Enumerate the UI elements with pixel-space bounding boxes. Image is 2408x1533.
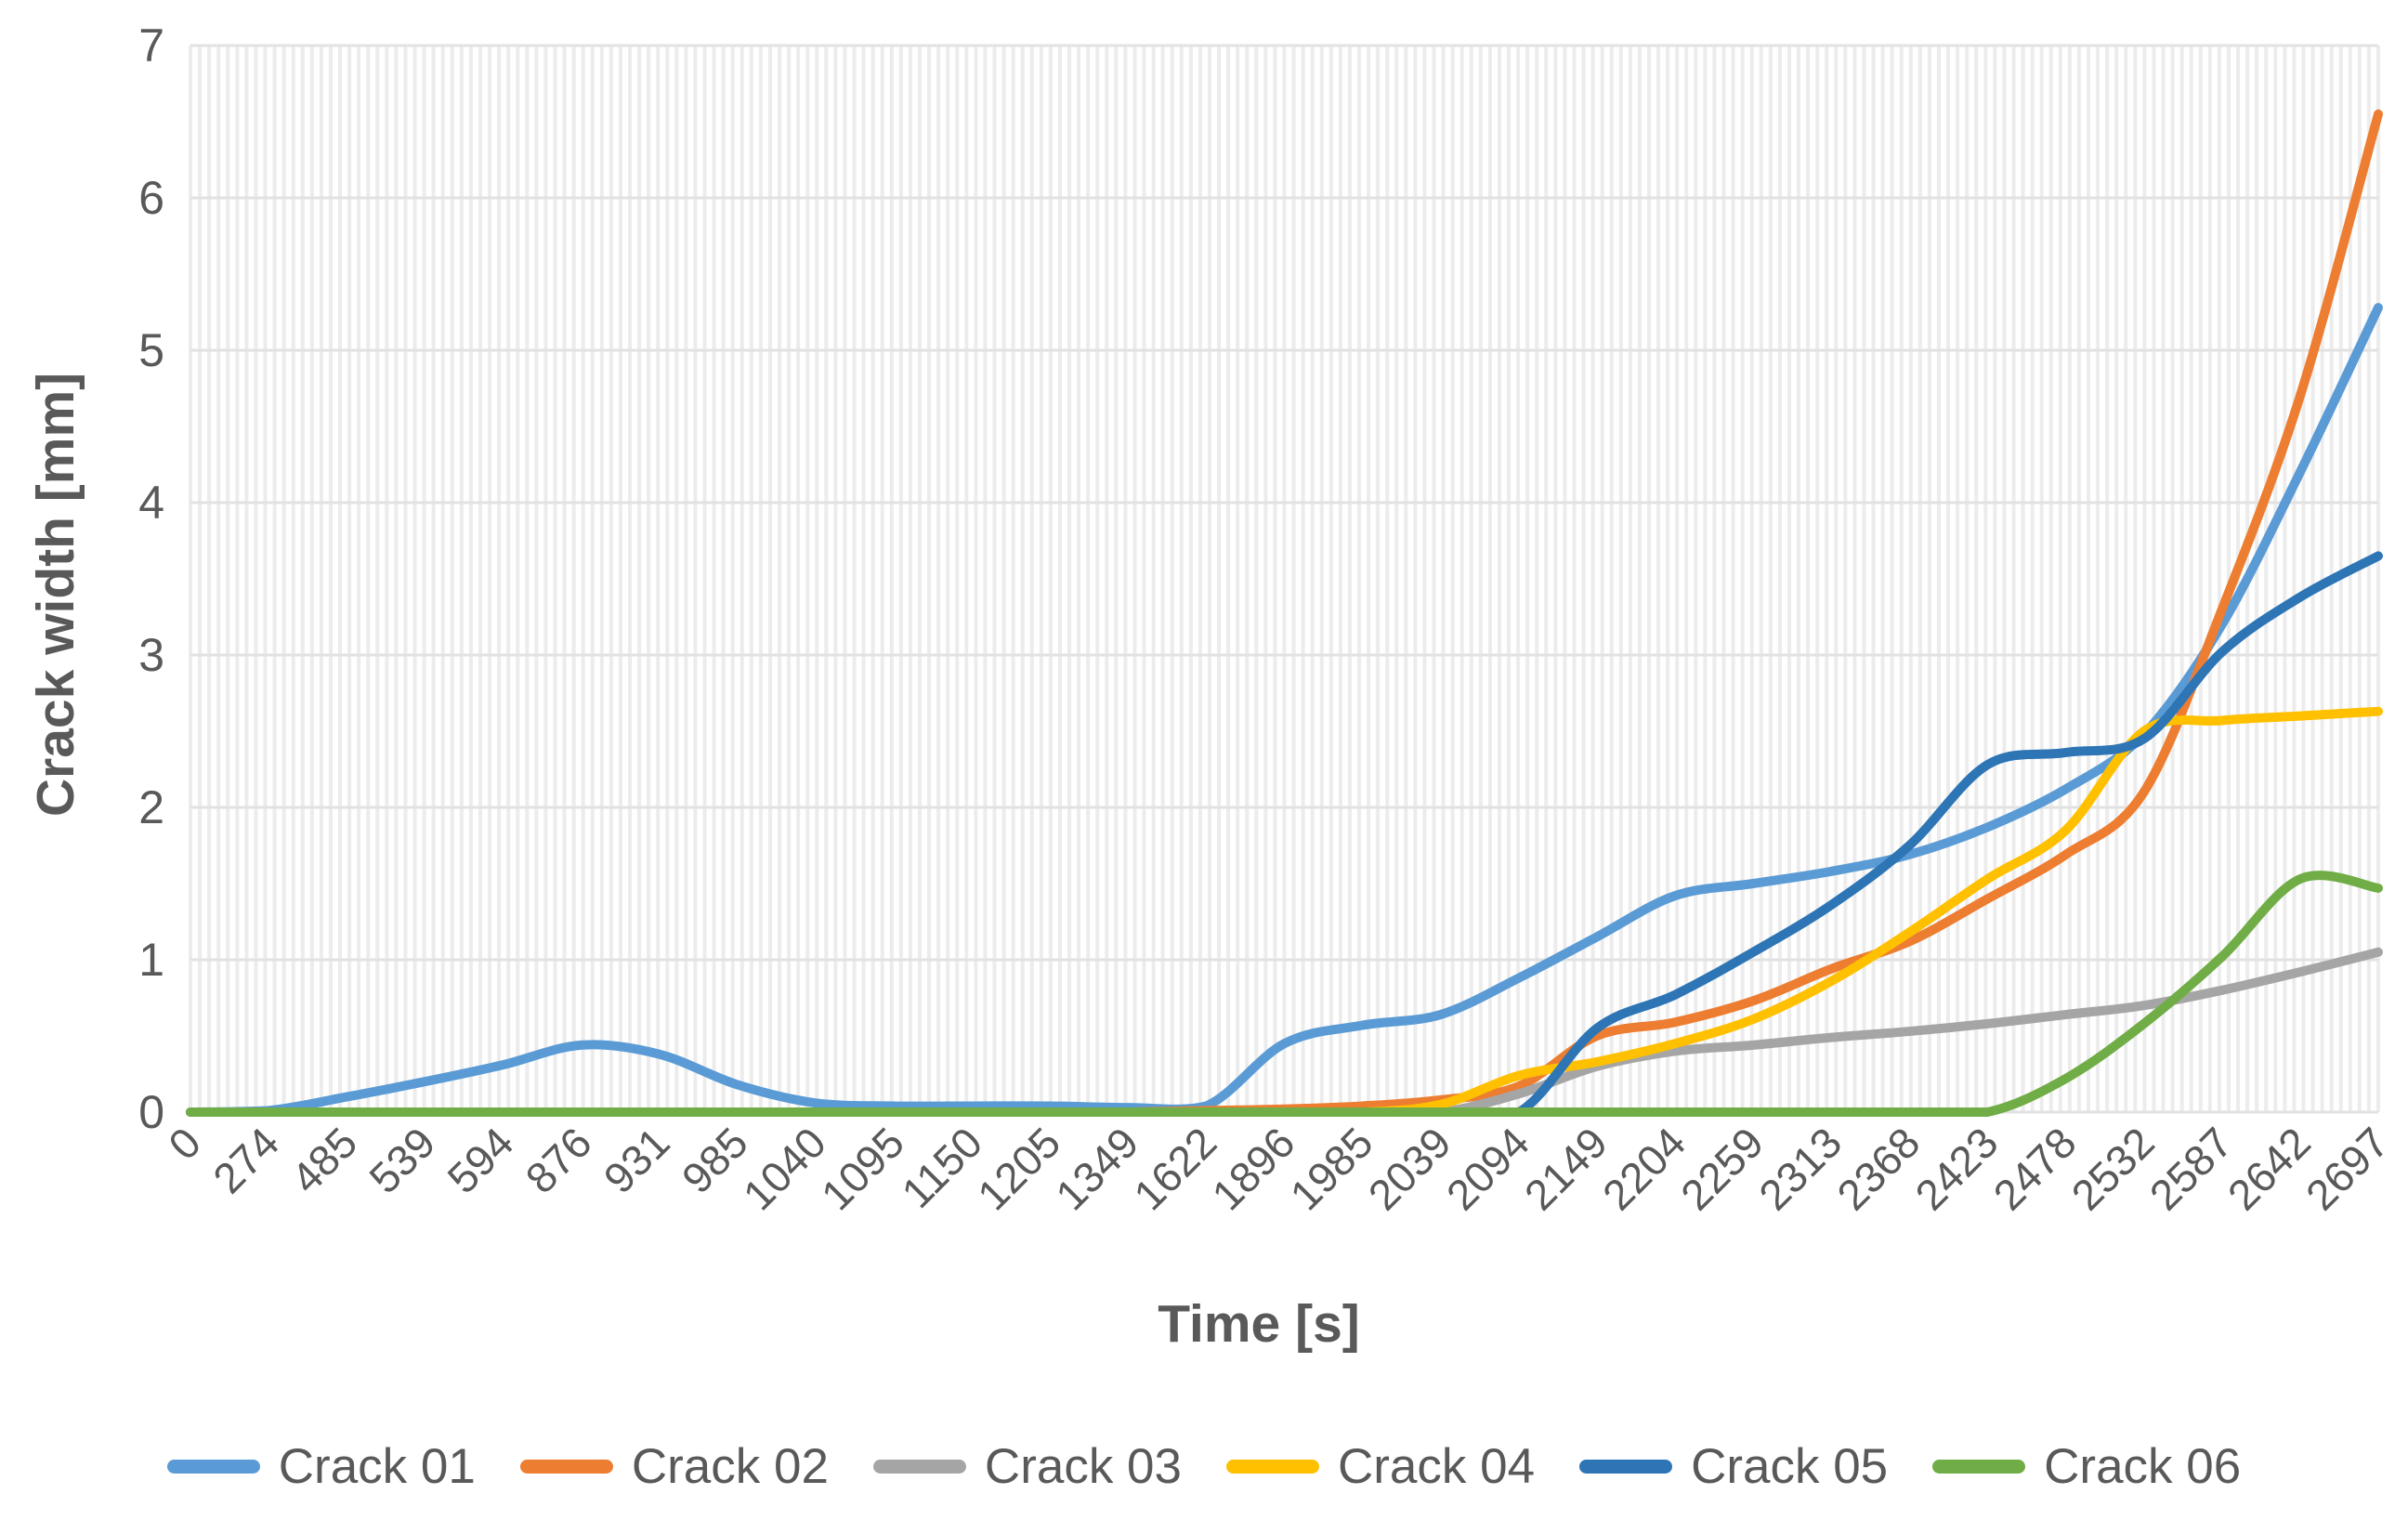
y-tick-label: 0 [138,1086,164,1138]
x-tick-label: 2478 [1984,1118,2086,1219]
series-line-crack-06 [186,871,2383,1118]
x-tick-label: 0 [159,1118,210,1169]
x-tick-label: 1150 [892,1118,991,1217]
x-tick-label: 1040 [734,1118,835,1219]
x-tick-label: 1622 [1124,1118,1225,1219]
legend-label: Crack 06 [2044,1439,2242,1494]
x-tick-label: 539 [360,1118,444,1202]
x-tick-label: 1095 [812,1118,913,1219]
x-tick-label: 274 [203,1118,288,1202]
legend-item-crack-02: Crack 02 [519,1438,829,1495]
y-tick-label: 5 [138,324,164,376]
y-tick-label: 7 [138,20,164,72]
y-axis-title: Crack width [mm] [26,372,85,818]
y-tick-label: 6 [138,172,164,224]
y-tick-label: 4 [138,477,164,529]
x-tick-label: 931 [595,1118,679,1202]
legend-item-crack-06: Crack 06 [1932,1438,2241,1495]
y-tick-label: 2 [138,781,164,833]
x-tick-label: 1205 [968,1118,1069,1219]
x-tick-label: 2642 [2218,1118,2320,1219]
x-tick-label: 2368 [1827,1118,1929,1219]
legend-label: Crack 05 [1691,1439,1889,1494]
x-tick-label: 1896 [1202,1118,1303,1219]
legend-swatch-icon [1579,1460,1673,1474]
legend: Crack 01 Crack 02 Crack 03 Crack 04 Crack 05… [0,1438,2408,1495]
x-tick-label: 2204 [1593,1118,1695,1219]
legend-swatch-icon [872,1460,966,1474]
x-tick-label: 2587 [2140,1118,2242,1219]
x-tick-label: 2313 [1749,1118,1851,1219]
x-tick-label: 1349 [1046,1118,1147,1219]
x-tick-label: 2094 [1437,1118,1538,1219]
legend-label: Crack 01 [278,1439,476,1494]
legend-item-crack-04: Crack 04 [1226,1438,1535,1495]
legend-item-crack-01: Crack 01 [166,1438,476,1495]
x-tick-label: 2532 [2062,1118,2164,1219]
x-tick-label: 1985 [1281,1118,1382,1219]
y-tick-label: 3 [138,629,164,681]
series-line-crack-01 [186,303,2383,1117]
legend-item-crack-03: Crack 03 [872,1438,1182,1495]
y-tick-label: 1 [138,934,164,986]
legend-label: Crack 04 [1338,1439,1536,1494]
legend-item-crack-05: Crack 05 [1579,1438,1888,1495]
legend-swatch-icon [1932,1460,2026,1474]
legend-swatch-icon [166,1460,260,1474]
x-tick-label: 2149 [1515,1118,1616,1219]
x-tick-label: 2697 [2297,1118,2398,1219]
x-tick-label: 876 [517,1118,601,1202]
x-tick-label: 2039 [1359,1118,1460,1219]
x-tick-label: 2423 [1905,1118,2007,1219]
legend-label: Crack 02 [631,1439,829,1494]
legend-label: Crack 03 [984,1439,1182,1494]
x-axis-title: Time [s] [1158,1294,1360,1354]
legend-swatch-icon [1226,1460,1319,1474]
legend-swatch-icon [519,1460,613,1474]
x-tick-label: 2259 [1671,1118,1773,1219]
x-tick-label: 594 [438,1118,522,1202]
x-tick-label: 485 [281,1118,366,1202]
